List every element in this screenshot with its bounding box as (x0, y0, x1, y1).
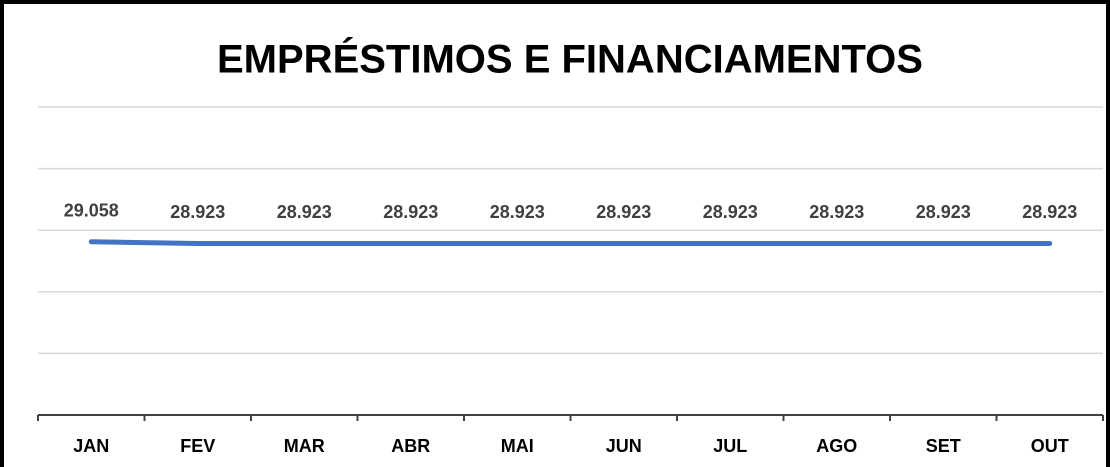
data-label: 28.923 (383, 202, 438, 222)
data-label: 28.923 (703, 202, 758, 222)
x-tick-label: SET (926, 436, 961, 456)
chart-title: EMPRÉSTIMOS E FINANCIAMENTOS (217, 37, 923, 82)
data-label: 28.923 (170, 202, 225, 222)
x-tick-label: OUT (1031, 436, 1069, 456)
x-tick-label: JUN (606, 436, 642, 456)
x-tick-label: MAR (284, 436, 325, 456)
data-label: 28.923 (809, 202, 864, 222)
x-tick-label: JAN (73, 436, 109, 456)
data-label: 28.923 (1022, 202, 1077, 222)
data-label: 28.923 (490, 202, 545, 222)
x-tick-label: AGO (816, 436, 857, 456)
x-tick-label: FEV (180, 436, 215, 456)
line (88, 239, 1053, 246)
data-label: 29.058 (64, 201, 119, 221)
x-tick-label: JUL (713, 436, 747, 456)
data-label: 28.923 (916, 202, 971, 222)
x-tick-label: ABR (391, 436, 430, 456)
data-label: 28.923 (277, 202, 332, 222)
x-tick-label: MAI (501, 436, 534, 456)
data-label: 28.923 (596, 202, 651, 222)
